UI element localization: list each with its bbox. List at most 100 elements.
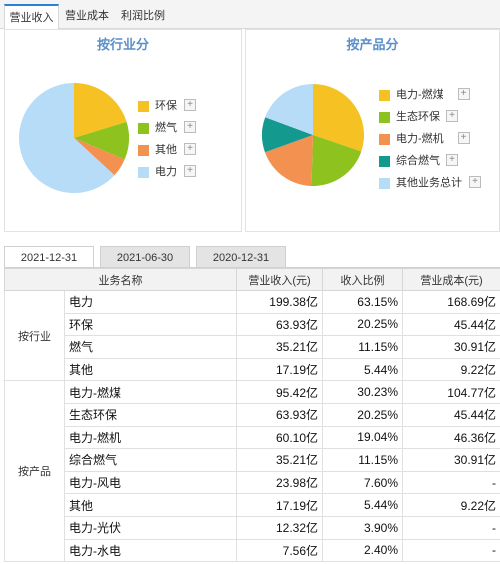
tab-profit-ratio[interactable]: 利润比例 bbox=[121, 10, 165, 22]
header-cost: 营业成本(元) bbox=[402, 268, 500, 291]
table-row: 电力-水电 7.56亿 2.40% - bbox=[5, 538, 500, 563]
legend-label: 其他业务总计 bbox=[396, 177, 462, 189]
expand-plus-icon[interactable]: + bbox=[184, 99, 196, 111]
expand-plus-icon[interactable]: + bbox=[184, 121, 196, 133]
row-name: 其他 bbox=[64, 493, 237, 517]
row-cost: 45.44亿 bbox=[402, 312, 500, 337]
row-name: 电力-光伏 bbox=[64, 515, 237, 540]
row-ratio: 63.15% bbox=[322, 290, 403, 314]
table-row: 燃气 35.21亿 11.15% 30.91亿 bbox=[5, 335, 500, 359]
row-cost: 45.44亿 bbox=[402, 402, 500, 427]
row-revenue: 17.19亿 bbox=[236, 493, 323, 517]
row-cost: 9.22亿 bbox=[402, 357, 500, 382]
header-ratio: 收入比例 bbox=[322, 268, 403, 291]
table-row: 生态环保 63.93亿 20.25% 45.44亿 bbox=[5, 402, 500, 427]
legend-label: 其他 bbox=[155, 144, 177, 156]
row-name: 环保 bbox=[64, 312, 237, 337]
row-revenue: 95.42亿 bbox=[236, 380, 323, 404]
expand-plus-icon[interactable]: + bbox=[184, 165, 196, 177]
row-ratio: 19.04% bbox=[322, 425, 403, 450]
legend-swatch bbox=[379, 178, 390, 189]
top-tab-bar: 营业收入 营业成本 利润比例 bbox=[0, 0, 500, 30]
pie-slice-3[interactable] bbox=[74, 138, 125, 176]
product-legend: 电力-燃煤 + 生态环保 + 电力-燃机 + 综合燃气 + 其他业务总计 + bbox=[379, 87, 499, 189]
business-table: 业务名称 营业收入(元) 收入比例 营业成本(元) 按行业 电力 199.38亿… bbox=[4, 268, 500, 563]
date-tab-2020-12-31[interactable]: 2020-12-31 bbox=[196, 246, 286, 268]
expand-plus-icon[interactable]: + bbox=[457, 88, 470, 100]
row-ratio: 5.44% bbox=[322, 357, 403, 382]
row-revenue: 35.21亿 bbox=[236, 448, 323, 472]
pie-slice-2[interactable] bbox=[311, 135, 362, 186]
header-revenue: 营业收入(元) bbox=[236, 268, 323, 291]
row-revenue: 63.93亿 bbox=[236, 402, 323, 427]
row-revenue: 23.98亿 bbox=[236, 470, 323, 495]
legend-label: 电力-燃机 bbox=[396, 133, 444, 145]
pie-slice-3[interactable] bbox=[264, 135, 313, 186]
row-cost: - bbox=[402, 470, 500, 495]
table-row: 按产品 电力-燃煤 95.42亿 30.23% 104.77亿 bbox=[4, 380, 500, 563]
industry-legend: 环保 + 燃气 + 其他 + 电力 + bbox=[138, 98, 238, 178]
product-pie-chart bbox=[262, 84, 364, 186]
row-revenue: 63.93亿 bbox=[236, 312, 323, 337]
date-tab-2021-06-30[interactable]: 2021-06-30 bbox=[100, 246, 190, 268]
pie-slice-5[interactable] bbox=[265, 84, 313, 135]
row-ratio: 2.40% bbox=[322, 538, 403, 563]
expand-plus-icon[interactable]: + bbox=[184, 143, 196, 155]
row-ratio: 30.23% bbox=[322, 380, 403, 404]
row-name: 生态环保 bbox=[64, 402, 237, 427]
pie-slice-1[interactable] bbox=[313, 84, 364, 152]
table-row: 电力-风电 23.98亿 7.60% - bbox=[5, 470, 500, 495]
expand-plus-icon[interactable]: + bbox=[469, 176, 481, 188]
date-tab-2021-12-31[interactable]: 2021-12-31 bbox=[4, 246, 94, 268]
row-revenue: 17.19亿 bbox=[236, 357, 323, 382]
row-name: 电力-水电 bbox=[64, 538, 237, 563]
legend-label: 环保 bbox=[155, 100, 177, 112]
legend-label: 生态环保 bbox=[396, 111, 440, 123]
row-revenue: 12.32亿 bbox=[236, 515, 323, 540]
row-ratio: 3.90% bbox=[322, 515, 403, 540]
pie-slice-1[interactable] bbox=[74, 83, 127, 138]
table-row: 按行业 电力 199.38亿 63.15% 168.69亿 bbox=[4, 289, 500, 382]
pie-slice-2[interactable] bbox=[74, 121, 129, 160]
legend-swatch bbox=[379, 134, 390, 145]
legend-swatch bbox=[138, 101, 149, 112]
legend-label: 电力 bbox=[155, 166, 177, 178]
tab-cost[interactable]: 营业成本 bbox=[65, 10, 109, 22]
date-tab-divider bbox=[4, 267, 500, 268]
row-name: 电力-燃机 bbox=[64, 425, 237, 450]
row-revenue: 7.56亿 bbox=[236, 538, 323, 563]
legend-swatch bbox=[138, 123, 149, 134]
legend-label: 电力-燃煤 bbox=[396, 89, 444, 101]
table-row: 综合燃气 35.21亿 11.15% 30.91亿 bbox=[5, 448, 500, 472]
expand-plus-icon[interactable]: + bbox=[446, 154, 458, 166]
table-row: 其他 17.19亿 5.44% 9.22亿 bbox=[5, 357, 500, 382]
pie-slice-4[interactable] bbox=[19, 83, 115, 193]
legend-swatch bbox=[379, 90, 390, 101]
legend-swatch bbox=[138, 167, 149, 178]
legend-swatch bbox=[138, 145, 149, 156]
row-cost: 30.91亿 bbox=[402, 335, 500, 359]
row-ratio: 20.25% bbox=[322, 312, 403, 337]
row-revenue: 60.10亿 bbox=[236, 425, 323, 450]
product-pie-title: 按产品分 bbox=[346, 37, 399, 52]
row-cost: 9.22亿 bbox=[402, 493, 500, 517]
table-row: 环保 63.93亿 20.25% 45.44亿 bbox=[5, 312, 500, 337]
legend-swatch bbox=[379, 112, 390, 123]
group-label-product: 按产品 bbox=[4, 380, 65, 563]
row-revenue: 35.21亿 bbox=[236, 335, 323, 359]
table-row: 电力-燃机 60.10亿 19.04% 46.36亿 bbox=[5, 425, 500, 450]
expand-plus-icon[interactable]: + bbox=[457, 132, 470, 144]
tab-revenue[interactable]: 营业收入 bbox=[4, 4, 59, 30]
group-label-industry: 按行业 bbox=[4, 289, 65, 382]
table-header-row: 业务名称 营业收入(元) 收入比例 营业成本(元) bbox=[4, 268, 500, 291]
row-cost: 46.36亿 bbox=[402, 425, 500, 450]
expand-plus-icon[interactable]: + bbox=[446, 110, 458, 122]
pie-slice-4[interactable] bbox=[262, 117, 313, 153]
industry-pie-title: 按行业分 bbox=[96, 37, 149, 52]
row-ratio: 7.60% bbox=[322, 470, 403, 495]
row-name: 综合燃气 bbox=[64, 448, 237, 472]
row-cost: 104.77亿 bbox=[402, 380, 500, 404]
row-name: 电力-燃煤 bbox=[64, 380, 237, 404]
legend-swatch bbox=[379, 156, 390, 167]
row-cost: 168.69亿 bbox=[402, 290, 500, 314]
